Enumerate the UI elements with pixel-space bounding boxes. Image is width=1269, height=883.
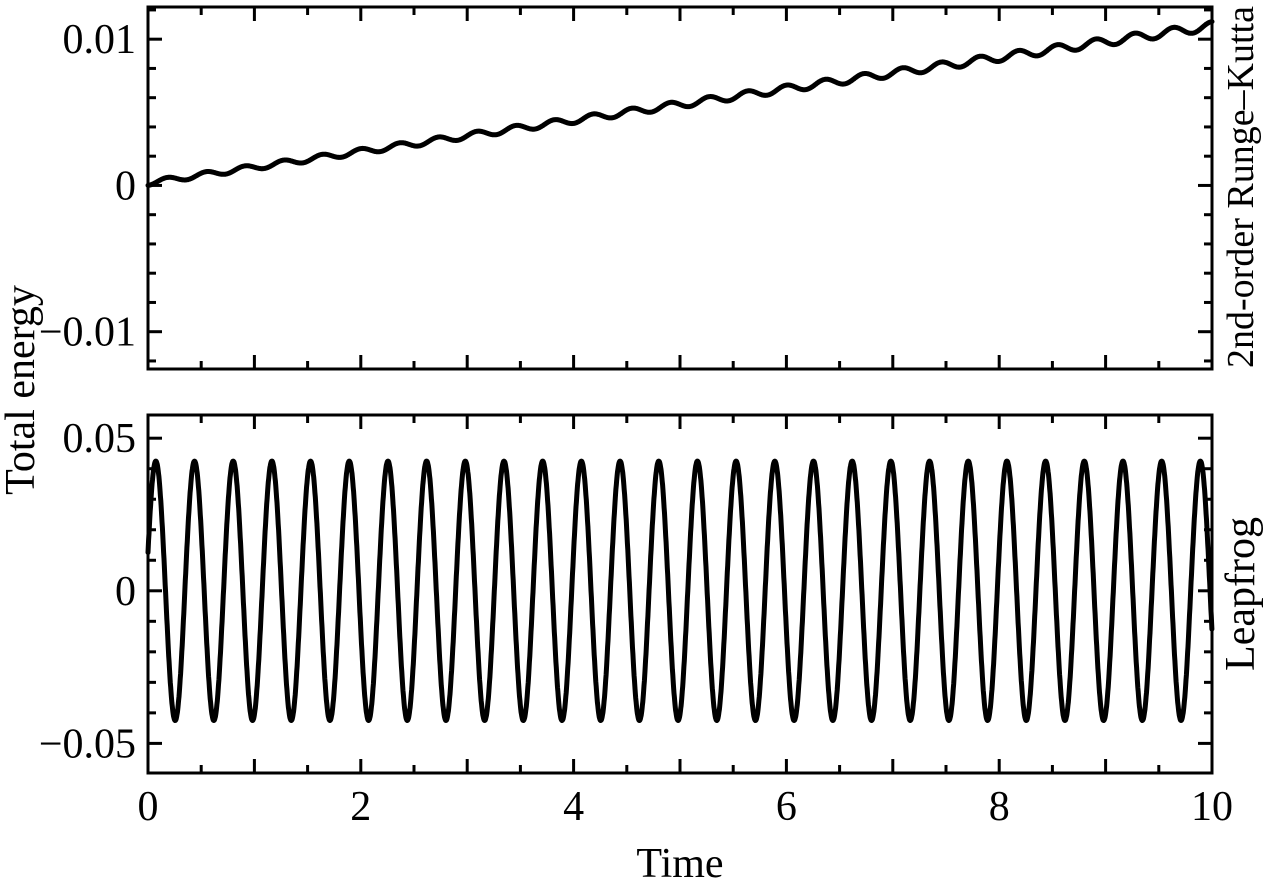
x-tick-label: 10 <box>1191 784 1233 830</box>
x-tick-label: 6 <box>776 784 797 830</box>
bottom-panel-right-label: Leapfrog <box>1218 517 1264 671</box>
x-tick-label: 4 <box>563 784 584 830</box>
top-panel-right-label: 2nd-order Runge–Kutta <box>1220 6 1262 368</box>
y-tick-label: −0.01 <box>39 310 136 356</box>
y-tick-label: 0 <box>115 569 136 615</box>
x-tick-label: 0 <box>138 784 159 830</box>
x-tick-label: 8 <box>989 784 1010 830</box>
top-panel-frame <box>146 5 1214 371</box>
panel-bottom: 0.050−0.050 2 4 6 8 10 <box>39 413 1233 830</box>
y-tick-label: 0.01 <box>63 17 137 63</box>
x-tick-label: 2 <box>350 784 371 830</box>
y-tick-label: 0 <box>115 163 136 209</box>
y-axis-label: Total energy <box>0 285 44 495</box>
y-tick-label: −0.05 <box>39 721 136 767</box>
x-axis-label: Time <box>636 841 724 883</box>
rk2-total-energy-curve <box>145 19 1215 188</box>
panel-top: 0.01 0 −0.01 <box>39 5 1215 371</box>
y-tick-label: 0.05 <box>63 416 137 462</box>
leapfrog-total-energy-curve <box>145 458 1215 723</box>
